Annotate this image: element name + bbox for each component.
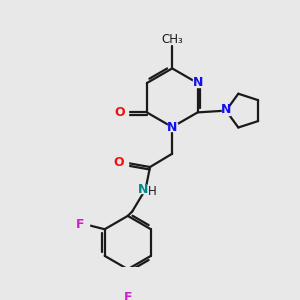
Text: N: N (138, 183, 148, 196)
Text: O: O (114, 156, 124, 169)
Text: N: N (192, 76, 203, 89)
Text: F: F (76, 218, 84, 231)
Text: O: O (114, 106, 124, 119)
Bar (222, 106, 230, 115)
Text: CH₃: CH₃ (161, 34, 183, 46)
Bar (168, 123, 177, 131)
Bar (80, 221, 89, 229)
Text: H: H (148, 184, 157, 197)
Bar (119, 159, 128, 167)
Text: N: N (167, 122, 177, 134)
Bar (119, 108, 128, 116)
Text: N: N (221, 103, 231, 116)
Text: F: F (124, 291, 132, 300)
Bar (193, 79, 202, 87)
Bar (140, 185, 154, 193)
Bar (123, 289, 132, 297)
